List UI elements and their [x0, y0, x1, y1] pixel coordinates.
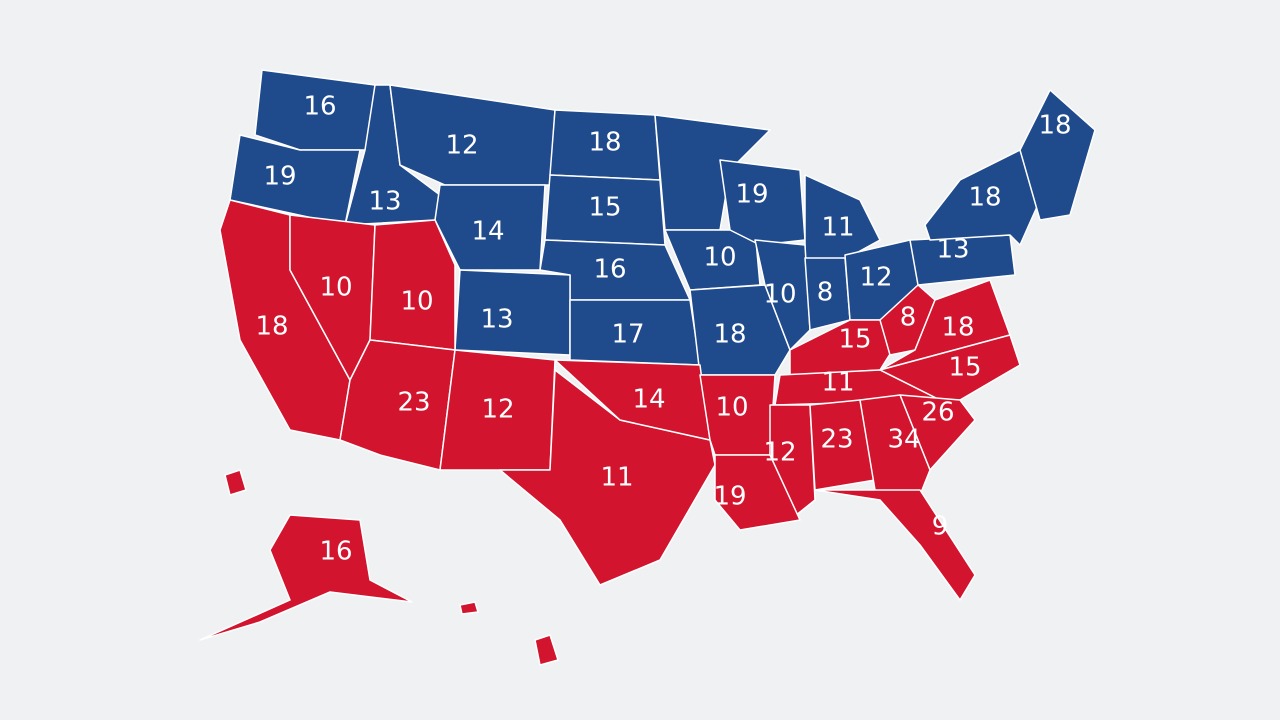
state-label: 18: [968, 183, 1001, 213]
state: [224, 469, 247, 496]
state-label: 8: [817, 278, 834, 308]
state-label: 23: [397, 388, 430, 418]
state-label: 18: [1038, 111, 1071, 141]
state: [879, 279, 1011, 371]
state-label: 10: [319, 273, 352, 303]
states: [199, 69, 1096, 666]
state: [434, 184, 546, 271]
state-label: 23: [820, 425, 853, 455]
state-label: 8: [900, 303, 917, 333]
state: [1019, 89, 1096, 221]
state-label: 13: [368, 187, 401, 217]
state: [859, 394, 931, 496]
state-label: 17: [611, 320, 644, 350]
state-label: 19: [735, 180, 768, 210]
state-label: 16: [593, 255, 626, 285]
state: [229, 134, 361, 226]
state: [814, 489, 976, 601]
state-label: 12: [763, 438, 796, 468]
state: [459, 601, 479, 615]
state-label: 14: [471, 217, 504, 247]
state-label: 11: [821, 368, 854, 398]
state-label: 10: [703, 243, 736, 273]
state: [924, 149, 1041, 246]
state: [199, 514, 413, 641]
state-label: 11: [600, 463, 633, 493]
state-label: 13: [936, 235, 969, 265]
state-label: 12: [445, 131, 478, 161]
state-label: 19: [263, 162, 296, 192]
state-label: 26: [921, 398, 954, 428]
state-label: 11: [821, 213, 854, 243]
state-label: 9: [932, 512, 949, 542]
state-label: 10: [400, 287, 433, 317]
state-label: 12: [859, 263, 892, 293]
state-label: 14: [632, 385, 665, 415]
labels: 16 19 13 12 14 18 15 16 13 17 10 18 19 11 10 8 12 13 18 18 1…: [255, 92, 1071, 567]
state-label: 15: [838, 325, 871, 355]
state-label: 19: [713, 482, 746, 512]
state-label: 15: [588, 193, 621, 223]
state-label: 13: [480, 305, 513, 335]
state: [754, 239, 811, 351]
state: [689, 284, 791, 376]
state-label: 15: [948, 353, 981, 383]
state-label: 18: [588, 128, 621, 158]
state-label: 16: [303, 92, 336, 122]
state-label: 10: [715, 393, 748, 423]
state-label: 18: [713, 320, 746, 350]
state-label: 18: [255, 312, 288, 342]
state-label: 34: [887, 425, 920, 455]
state-label: 10: [763, 280, 796, 310]
state-label: 16: [319, 537, 352, 567]
state: [714, 454, 801, 531]
state: [369, 219, 456, 351]
state-label: 18: [941, 313, 974, 343]
state-label: 12: [481, 395, 514, 425]
state: [534, 634, 559, 666]
